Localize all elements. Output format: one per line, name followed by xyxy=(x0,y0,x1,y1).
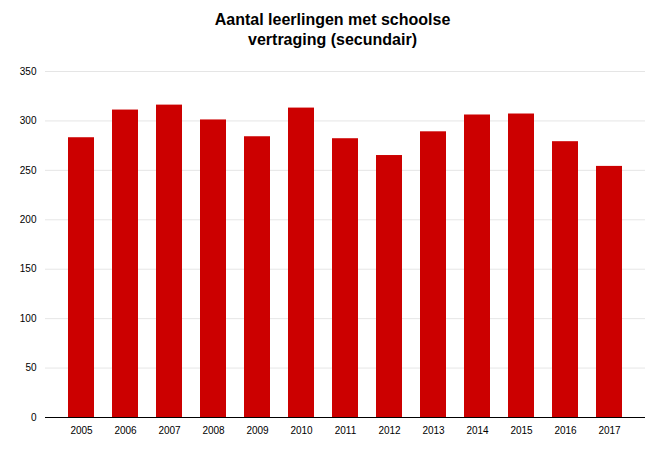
svg-text:150: 150 xyxy=(20,263,37,274)
svg-text:350: 350 xyxy=(20,66,37,77)
svg-text:200: 200 xyxy=(20,214,37,225)
svg-text:2016: 2016 xyxy=(554,425,577,436)
svg-text:250: 250 xyxy=(20,165,37,176)
svg-text:2011: 2011 xyxy=(335,425,357,436)
svg-text:2015: 2015 xyxy=(510,425,533,436)
html-text:Aantal leerlingen met schoolse: Aantal leerlingen met schoolse vertragin… xyxy=(214,11,451,48)
svg-text:2013: 2013 xyxy=(422,425,445,436)
svg-text:2008: 2008 xyxy=(202,425,225,436)
svg-text:100: 100 xyxy=(20,313,37,324)
svg-text:2006: 2006 xyxy=(114,425,137,436)
svg-text:2012: 2012 xyxy=(378,425,401,436)
svg-text:2010: 2010 xyxy=(290,425,313,436)
svg-text:50: 50 xyxy=(25,362,37,373)
svg-text:2017: 2017 xyxy=(598,425,621,436)
svg-text:2007: 2007 xyxy=(158,425,181,436)
svg-text:300: 300 xyxy=(20,115,37,126)
svg-text:0: 0 xyxy=(31,412,37,423)
svg-text:2014: 2014 xyxy=(466,425,489,436)
svg-text:2005: 2005 xyxy=(70,425,93,436)
svg-text:2009: 2009 xyxy=(246,425,269,436)
